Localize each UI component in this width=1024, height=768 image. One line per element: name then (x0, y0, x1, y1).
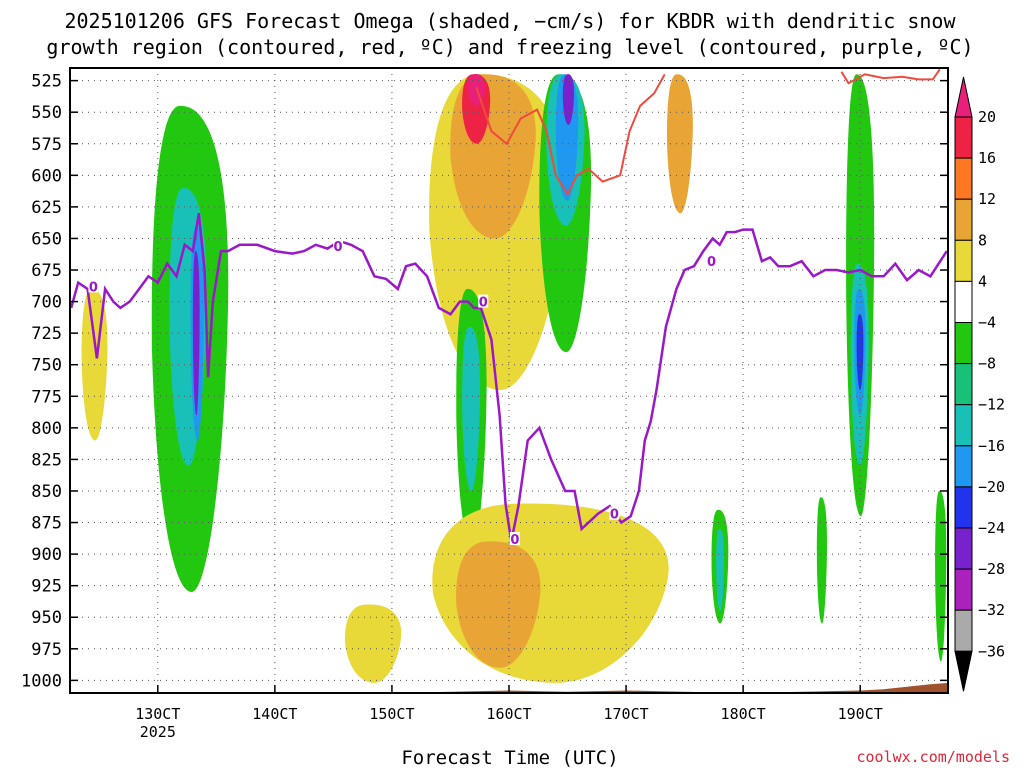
y-tick-label: 650 (31, 229, 62, 249)
freezing-label-bg (333, 239, 344, 253)
freezing-level-label: 0 (334, 240, 343, 255)
plot-area: 0 0 0 0 0 0 (70, 68, 948, 693)
y-tick-label: 750 (31, 356, 62, 376)
colorbar-label: −20 (978, 478, 1005, 496)
colorbar-label: −4 (978, 314, 996, 332)
x-tick-label: 130CT (135, 705, 180, 723)
y-tick-label: 900 (31, 545, 62, 565)
colorbar-label: 4 (978, 272, 987, 290)
omega-region-teal-small-1 (716, 528, 725, 611)
colorbar-bin (954, 157, 973, 200)
colorbar-bin (954, 363, 973, 406)
y-tick-label: 700 (31, 293, 62, 313)
colorbar-bin (954, 322, 973, 365)
x-axis-label: Forecast Time (UTC) (401, 747, 618, 768)
colorbar-label: 16 (978, 149, 996, 167)
x-tick-label: 150CT (369, 705, 414, 723)
colorbar-bin (954, 198, 973, 241)
x-tick-label: 140CT (252, 705, 297, 723)
colorbar-label: −36 (978, 642, 1005, 660)
freezing-label-bg (509, 531, 520, 545)
colorbar-bin (954, 486, 973, 529)
colorbar-bin (954, 116, 973, 159)
colorbar-label: 8 (978, 231, 987, 249)
colorbar-label: −16 (978, 437, 1005, 455)
omega-region-purple-upper (562, 74, 575, 125)
y-tick-label: 975 (31, 640, 62, 660)
y-tick-label: 1000 (21, 671, 62, 691)
y-tick-label: 875 (31, 514, 62, 534)
dgz-contour (840, 68, 941, 85)
x-tick-label: 160CT (486, 705, 531, 723)
omega-region-yellow-sfc-mid (344, 604, 402, 683)
colorbar-label: −24 (978, 519, 1005, 537)
freezing-level-label: 0 (707, 255, 716, 270)
x-tick-label: 180CT (721, 705, 766, 723)
freezing-level-contour (70, 213, 948, 542)
colorbar-bin (954, 445, 973, 488)
omega-region-teal-mid (462, 326, 481, 491)
colorbar-label: −32 (978, 601, 1005, 619)
omega-region-darkblue-late (856, 314, 864, 390)
y-tick-label: 925 (31, 577, 62, 597)
y-tick-label: 775 (31, 387, 62, 407)
colorbar-label: 20 (978, 108, 996, 126)
colorbar-top-arrow (954, 76, 973, 118)
colorbar-bin (954, 609, 973, 652)
chart-title-line2: growth region (contoured, red, ºC) and f… (46, 35, 973, 59)
freezing-label-bg (609, 506, 620, 520)
omega-region-green-small-2 (816, 497, 827, 624)
freezing-level-labels: 0 0 0 0 0 0 (88, 239, 717, 548)
y-tick-label: 800 (31, 419, 62, 439)
colorbar-label: −28 (978, 560, 1005, 578)
freezing-level-label: 0 (89, 280, 98, 295)
y-tick-label: 525 (31, 72, 62, 92)
y-tick-label: 850 (31, 482, 62, 502)
colorbar-bin (954, 280, 973, 323)
y-tick-label: 825 (31, 450, 62, 470)
omega-region-orange-low (456, 541, 541, 668)
y-tick-label: 550 (31, 103, 62, 123)
colorbar-label: −8 (978, 355, 996, 373)
freezing-label-bg (88, 279, 99, 293)
x-tick-label: 190CT (838, 705, 883, 723)
omega-region-green-edge (935, 490, 947, 662)
omega-region-orange-late-upper (666, 74, 693, 214)
colorbar-bottom-arrow (954, 650, 973, 692)
y-axis: 525 550 575 600 625 650 675 700 725 750 775 800 825 8… (21, 72, 948, 691)
freezing-label-bg (706, 254, 717, 268)
colorbar-label: 12 (978, 190, 996, 208)
colorbar-bin (954, 568, 973, 611)
dgz-contour (475, 73, 666, 197)
omega-shading (81, 74, 947, 683)
x-tick-label: 170CT (603, 705, 648, 723)
freezing-level-label: 0 (479, 296, 488, 311)
colorbar-label: −12 (978, 396, 1005, 414)
freezing-level-label: 0 (510, 533, 519, 548)
colorbar-bin (954, 527, 973, 570)
freezing-label-bg (478, 294, 489, 308)
colorbar: 20 16 12 8 4 −4 −8 −12 −16 −20 −24 −28 −32 −36 (954, 76, 1005, 692)
colorbar-bin (954, 239, 973, 282)
y-tick-label: 725 (31, 324, 62, 344)
y-tick-label: 575 (31, 135, 62, 155)
freezing-level-label: 0 (610, 508, 619, 523)
y-tick-label: 950 (31, 608, 62, 628)
y-tick-label: 675 (31, 261, 62, 281)
colorbar-bin (954, 404, 973, 447)
x-tick-year: 2025 (140, 723, 176, 741)
y-tick-label: 600 (31, 166, 62, 186)
chart-title-line1: 2025101206 GFS Forecast Omega (shaded, −… (64, 9, 956, 33)
gridlines (70, 68, 948, 693)
site-credit: coolwx.com/models (856, 748, 1010, 766)
y-tick-label: 625 (31, 198, 62, 218)
